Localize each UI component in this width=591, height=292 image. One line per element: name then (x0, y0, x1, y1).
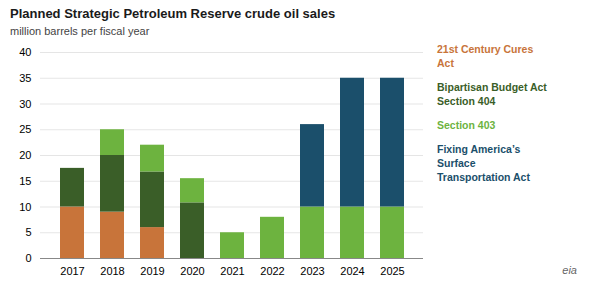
svg-text:2017: 2017 (60, 265, 84, 277)
html-text:Fixing America’s Surface Trans: Fixing America’s Surface Transportation … (437, 143, 530, 183)
html-text:Section 403: Section 403 (437, 119, 496, 131)
svg-text:20: 20 (19, 149, 31, 161)
svg-text:0: 0 (25, 252, 31, 264)
html-text:Planned Strategic Petroleum Re: Planned Strategic Petroleum Reserve crud… (10, 6, 336, 21)
svg-text:25: 25 (19, 123, 31, 135)
svg-text:2023: 2023 (300, 265, 324, 277)
html-text:21st Century Cures Act: 21st Century Cures Act (437, 43, 534, 69)
html-text:million barrels per fiscal yea: million barrels per fiscal year (10, 25, 150, 37)
svg-text:35: 35 (19, 72, 31, 84)
svg-text:2019: 2019 (140, 265, 164, 277)
svg-text:2020: 2020 (180, 265, 204, 277)
svg-text:2024: 2024 (340, 265, 364, 277)
html-text:Bipartisan Budget Act Section: Bipartisan Budget Act Section 404 (437, 81, 547, 107)
svg-text:40: 40 (19, 46, 31, 58)
svg-text:2021: 2021 (220, 265, 244, 277)
svg-text:15: 15 (19, 175, 31, 187)
svg-text:10: 10 (19, 201, 31, 213)
svg-text:2025: 2025 (380, 265, 404, 277)
html-text:eia: eia (562, 264, 577, 276)
svg-text:2022: 2022 (260, 265, 284, 277)
svg-text:5: 5 (25, 226, 31, 238)
svg-text:30: 30 (19, 98, 31, 110)
svg-text:2018: 2018 (100, 265, 124, 277)
